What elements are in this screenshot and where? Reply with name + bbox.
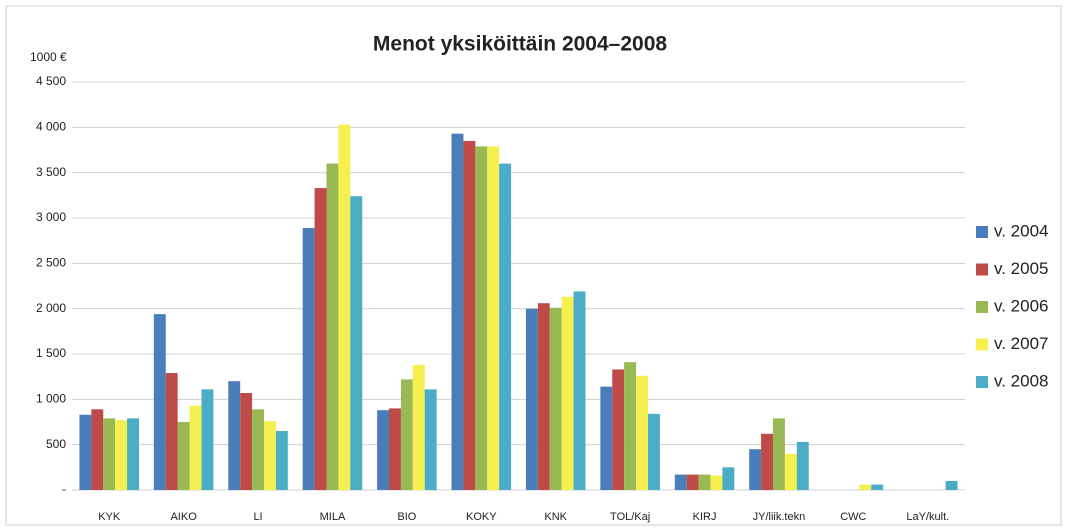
bar (79, 414, 92, 490)
bar (475, 146, 488, 490)
bar (228, 381, 241, 490)
bar (400, 379, 413, 490)
legend-label: v. 2004 (994, 221, 1049, 240)
y-tick-label: 4 500 (36, 74, 66, 88)
bar (859, 484, 872, 490)
x-tick-label: TOL/Kaj (610, 511, 650, 523)
legend-swatch (976, 376, 988, 388)
y-tick-label: 2 500 (36, 256, 66, 270)
x-tick-label: LaY/kult. (906, 511, 949, 523)
bar (612, 369, 625, 490)
bar (537, 303, 550, 490)
x-tick-label: KIRJ (693, 511, 717, 523)
bar (773, 418, 785, 490)
bar (252, 409, 264, 490)
y-unit-label: 1000 € (30, 50, 67, 64)
bar (624, 362, 637, 490)
y-tick-label: 3 500 (36, 165, 66, 179)
x-tick-label: JY/liik.tekn (753, 511, 806, 523)
x-tick-label: KNK (544, 511, 567, 523)
bar (871, 484, 884, 490)
bar (389, 408, 401, 490)
bar (326, 163, 339, 490)
bar (784, 453, 797, 490)
bar (377, 410, 390, 490)
bar (573, 291, 586, 490)
y-tick-label: 4 000 (36, 120, 66, 134)
y-tick-label: 3 000 (36, 210, 66, 224)
legend-label: v. 2007 (994, 334, 1049, 353)
bar (561, 296, 574, 490)
bar (749, 449, 762, 490)
bar (647, 413, 660, 490)
x-tick-label: LI (253, 511, 262, 523)
x-tick-label: KYK (98, 511, 121, 523)
bar (674, 474, 687, 490)
bar (153, 314, 166, 490)
bar (698, 474, 711, 490)
bar (686, 474, 699, 490)
legend-label: v. 2005 (994, 259, 1049, 278)
legend-label: v. 2008 (994, 371, 1049, 390)
y-tick-label: 1 000 (36, 392, 66, 406)
bar (314, 188, 327, 490)
legend-swatch (976, 338, 988, 351)
bar (424, 389, 437, 490)
y-tick-label: 500 (46, 437, 66, 451)
bar (945, 480, 958, 490)
bar (412, 364, 425, 490)
bar (127, 418, 139, 490)
bar (103, 418, 116, 490)
bar (796, 441, 809, 490)
bar (91, 409, 104, 490)
bar (451, 133, 464, 490)
bar (710, 475, 723, 490)
x-tick-label: CWC (840, 511, 866, 523)
bar (600, 386, 613, 490)
legend-label: v. 2006 (994, 296, 1049, 315)
x-tick-label: AIKO (170, 511, 197, 523)
bar (761, 433, 774, 490)
bar (189, 405, 202, 490)
bar (165, 373, 178, 490)
bar (525, 308, 538, 490)
bar (201, 389, 214, 490)
legend-swatch (976, 226, 988, 238)
bar (302, 227, 315, 490)
bar (275, 431, 288, 490)
y-tick-label: 1 500 (36, 346, 66, 360)
x-tick-label: BIO (397, 511, 416, 523)
bar (463, 140, 476, 490)
bar (636, 375, 648, 490)
bar (549, 307, 562, 490)
bar (487, 146, 500, 490)
bar (338, 124, 351, 490)
y-tick-label: 2 000 (36, 301, 66, 315)
bar (240, 392, 253, 490)
chart-title: Menot yksiköittäin 2004–2008 (373, 33, 667, 56)
x-tick-label: KOKY (466, 511, 497, 523)
bar (499, 163, 512, 490)
bar (115, 420, 128, 490)
legend-swatch (976, 263, 988, 276)
bar (177, 422, 190, 490)
x-tick-label: MILA (320, 511, 346, 523)
y-tick-label: - (62, 482, 66, 496)
bar (350, 196, 363, 491)
bar (263, 421, 276, 490)
bar (722, 467, 735, 490)
legend-swatch (976, 301, 988, 313)
